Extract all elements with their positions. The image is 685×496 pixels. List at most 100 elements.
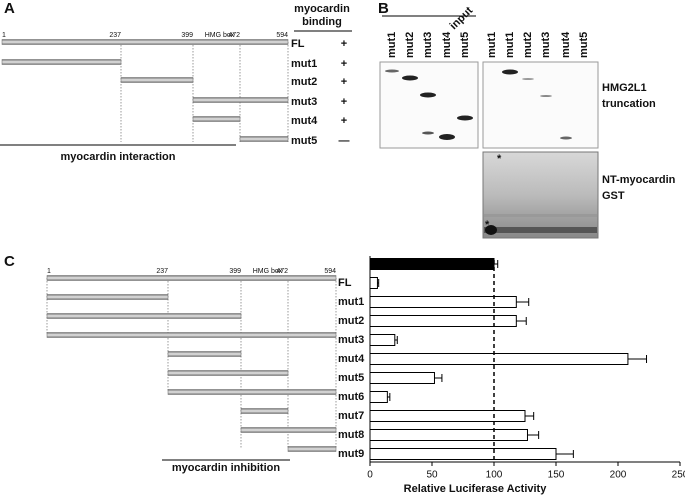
ruler-label: 237	[156, 268, 168, 275]
row-label: FL	[291, 38, 305, 50]
bar	[369, 334, 396, 346]
construct-bar	[1, 59, 122, 65]
construct-bar	[239, 136, 289, 142]
binding: +	[341, 115, 347, 127]
binding: +	[341, 96, 347, 108]
lane-label: mut1	[386, 32, 398, 58]
ruler-label: HMG box	[253, 268, 283, 275]
x-tick-label: 50	[426, 470, 438, 481]
ruler-label: 594	[324, 268, 336, 275]
stain-gel	[482, 151, 599, 239]
x-tick-label: 250	[672, 470, 685, 481]
category-label: mut6	[338, 391, 364, 403]
ruler-label: 399	[229, 268, 241, 275]
category-label: mut2	[338, 315, 364, 327]
category-label: mut7	[338, 410, 364, 422]
marker: *	[497, 153, 502, 165]
construct-bar	[167, 370, 289, 376]
construct-bar	[46, 313, 242, 319]
construct-bar	[167, 351, 242, 357]
category-label: mut5	[338, 372, 364, 384]
error-bar	[627, 355, 648, 363]
lane-label: mut2	[522, 32, 534, 58]
error-bar	[394, 336, 398, 344]
category-label: mut9	[338, 448, 364, 460]
category-label: mut8	[338, 429, 364, 441]
construct-bar	[46, 294, 169, 300]
lane-label: mut3	[422, 32, 434, 58]
ruler-label: 472	[228, 32, 240, 39]
construct-bar	[1, 39, 289, 45]
x-tick-label: 150	[548, 470, 565, 481]
x-tick-label: 200	[610, 470, 627, 481]
ruler-label: HMG box	[205, 32, 235, 39]
lane-label: mut3	[540, 32, 552, 58]
construct-bar	[240, 427, 337, 433]
binding-header: binding	[302, 16, 342, 28]
panel-label: C	[4, 253, 15, 270]
ruler-label: 472	[276, 268, 288, 275]
construct-bar	[240, 408, 289, 414]
error-bar	[525, 412, 535, 420]
footer: myocardin inhibition	[172, 462, 280, 474]
input-blot	[379, 61, 479, 149]
blot-label: HMG2L1	[602, 82, 647, 94]
construct-bar	[167, 389, 337, 395]
binding: +	[341, 76, 347, 88]
error-bar	[434, 374, 443, 382]
stain-label: GST	[602, 190, 625, 202]
construct-bar	[46, 332, 337, 338]
bar	[369, 277, 378, 289]
row-label: mut1	[291, 58, 317, 70]
binding: +	[341, 58, 347, 70]
construct-bar	[192, 97, 289, 103]
construct-bar	[46, 275, 337, 281]
bands	[385, 69, 597, 235]
x-tick-label: 0	[367, 470, 373, 481]
footer: myocardin interaction	[61, 151, 176, 163]
bar	[369, 410, 526, 422]
error-bar	[387, 393, 391, 401]
stain-label: NT-myocardin	[602, 174, 676, 186]
row-label: mut4	[291, 115, 318, 127]
construct-bar	[120, 77, 194, 83]
binding: —	[339, 135, 350, 147]
lane-label: mut5	[578, 32, 590, 58]
row-label: mut2	[291, 76, 317, 88]
row-label: mut5	[291, 135, 317, 147]
x-axis-label: Relative Luciferase Activity	[404, 483, 548, 495]
blot-label: truncation	[602, 98, 656, 110]
category-label: mut4	[338, 353, 365, 365]
x-tick-label: 100	[486, 470, 503, 481]
lane-label: mut1	[486, 32, 498, 58]
bar	[369, 353, 629, 365]
category-label: mut3	[338, 334, 364, 346]
binding: +	[341, 38, 347, 50]
category-label: mut1	[338, 296, 364, 308]
error-bar	[556, 450, 574, 458]
binding-header: myocardin	[294, 3, 350, 15]
category-label: FL	[338, 277, 352, 289]
lane-label: mut4	[441, 31, 453, 58]
construct-bar	[287, 446, 337, 452]
panel-label: B	[378, 0, 389, 17]
panel-label: A	[4, 0, 15, 17]
row-label: mut3	[291, 96, 317, 108]
bar	[369, 258, 495, 270]
lane-label: mut5	[459, 32, 471, 58]
lane-label: mut2	[404, 32, 416, 58]
error-bar	[377, 279, 380, 287]
bar	[369, 391, 388, 403]
bar	[369, 372, 435, 384]
pulldown-blot	[482, 61, 599, 149]
ruler-label: 399	[181, 32, 193, 39]
bar	[369, 448, 557, 460]
bar	[369, 429, 528, 441]
ruler-label: 237	[109, 32, 121, 39]
lane-label: mut4	[560, 31, 572, 58]
error-bar	[516, 298, 530, 306]
ruler-label: 1	[47, 268, 51, 275]
construct-bar	[192, 116, 241, 122]
lane-label: mut1	[504, 32, 516, 58]
